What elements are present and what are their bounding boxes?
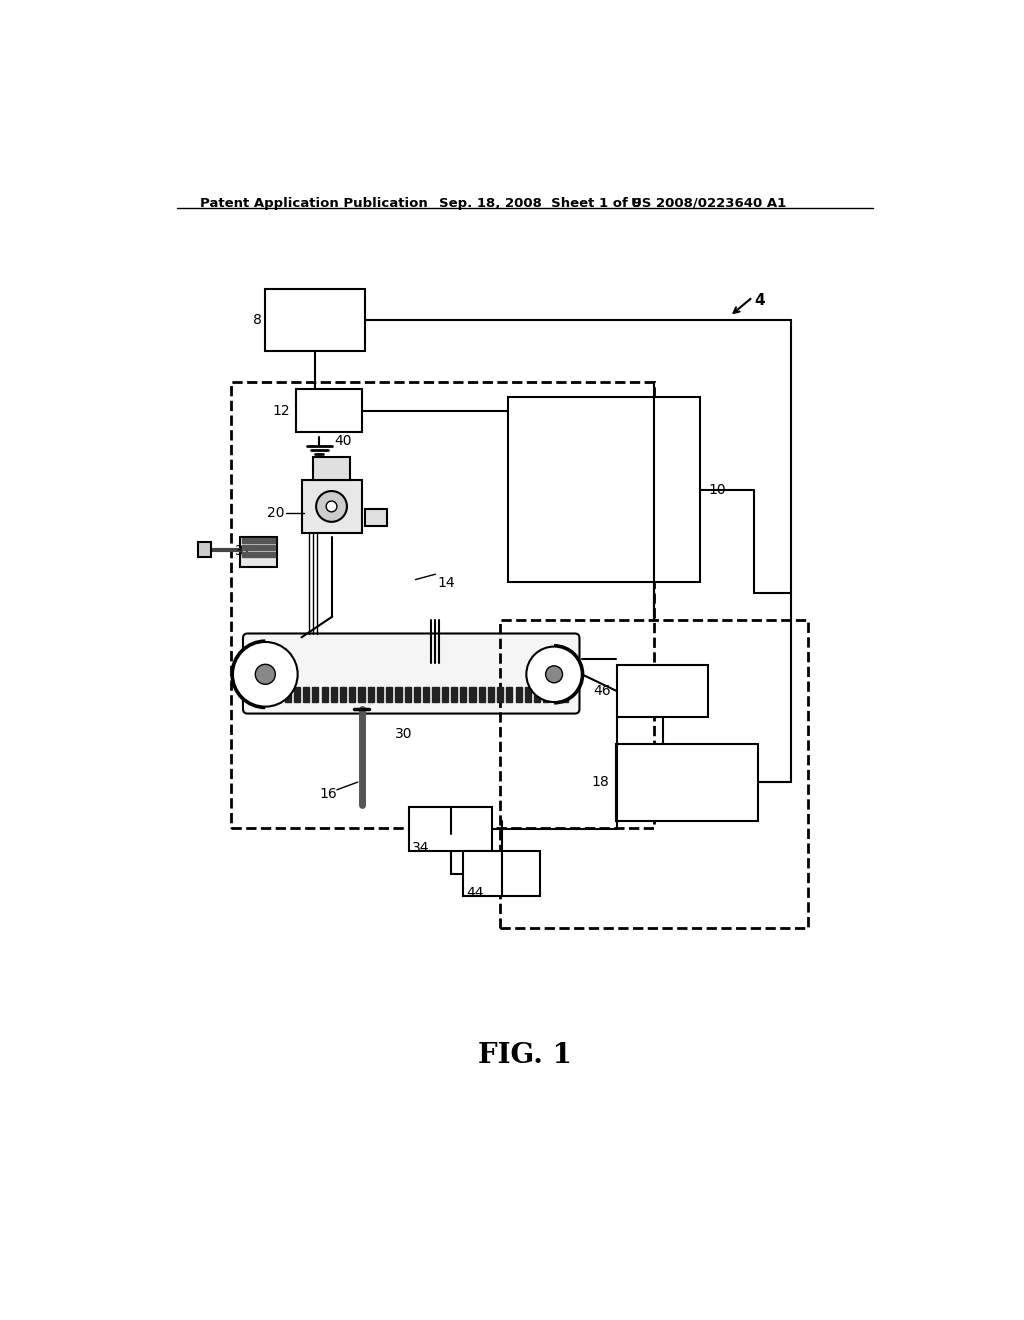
Bar [432, 686, 438, 702]
Bar [441, 686, 447, 702]
Bar [460, 686, 466, 702]
Bar [395, 686, 401, 702]
Circle shape [546, 665, 562, 682]
Bar [303, 686, 309, 702]
Bar [463, 851, 541, 896]
FancyBboxPatch shape [243, 634, 580, 714]
Bar [199, 541, 211, 557]
Bar [230, 381, 654, 829]
Bar [331, 686, 337, 702]
Bar [615, 743, 758, 821]
Text: Patent Application Publication: Patent Application Publication [200, 197, 428, 210]
Bar [243, 539, 274, 544]
Bar [240, 537, 276, 566]
Bar [404, 686, 411, 702]
Bar [368, 686, 374, 702]
Bar [275, 686, 282, 702]
Bar [423, 686, 429, 702]
Bar [285, 686, 291, 702]
Bar [294, 686, 300, 702]
Bar [524, 686, 531, 702]
Bar [515, 686, 521, 702]
Bar [386, 686, 392, 702]
Bar [265, 289, 366, 351]
Bar [296, 389, 361, 432]
Bar [414, 686, 420, 702]
Bar [410, 807, 493, 851]
Circle shape [326, 502, 337, 512]
Text: 30: 30 [395, 726, 413, 741]
Bar [544, 686, 550, 702]
Bar [553, 686, 559, 702]
Bar [243, 545, 274, 550]
Text: 20: 20 [267, 506, 285, 520]
Bar [500, 620, 808, 928]
Text: 40: 40 [335, 434, 352, 447]
Circle shape [526, 647, 582, 702]
Bar [312, 686, 318, 702]
Text: FIG. 1: FIG. 1 [478, 1041, 571, 1069]
Bar [243, 552, 274, 557]
Bar [562, 686, 568, 702]
Text: 12: 12 [272, 404, 290, 417]
Text: 34: 34 [413, 841, 430, 855]
Bar [487, 686, 494, 702]
Bar [478, 686, 484, 702]
Text: 10: 10 [708, 483, 726, 496]
Text: 14: 14 [437, 576, 455, 590]
Bar [322, 686, 328, 702]
Bar [535, 686, 541, 702]
Circle shape [255, 664, 275, 684]
Text: 4: 4 [755, 293, 765, 308]
Bar [366, 508, 387, 525]
Text: 18: 18 [592, 775, 609, 789]
Bar [506, 686, 512, 702]
Bar [340, 686, 346, 702]
Bar [508, 397, 700, 582]
Bar [349, 686, 355, 702]
Bar [358, 686, 365, 702]
Circle shape [233, 642, 298, 706]
Bar [313, 457, 350, 480]
Text: US 2008/0223640 A1: US 2008/0223640 A1 [631, 197, 786, 210]
Text: 46: 46 [594, 684, 611, 698]
Circle shape [316, 491, 347, 521]
Bar [377, 686, 383, 702]
Bar [301, 480, 361, 533]
Text: 8: 8 [253, 313, 261, 327]
Bar [617, 665, 708, 718]
Text: Sep. 18, 2008  Sheet 1 of 9: Sep. 18, 2008 Sheet 1 of 9 [438, 197, 641, 210]
Text: 16: 16 [319, 787, 337, 801]
Bar [451, 686, 457, 702]
Bar [469, 686, 475, 702]
Bar [497, 686, 503, 702]
Text: 44: 44 [466, 886, 483, 900]
Text: 32: 32 [234, 544, 252, 558]
